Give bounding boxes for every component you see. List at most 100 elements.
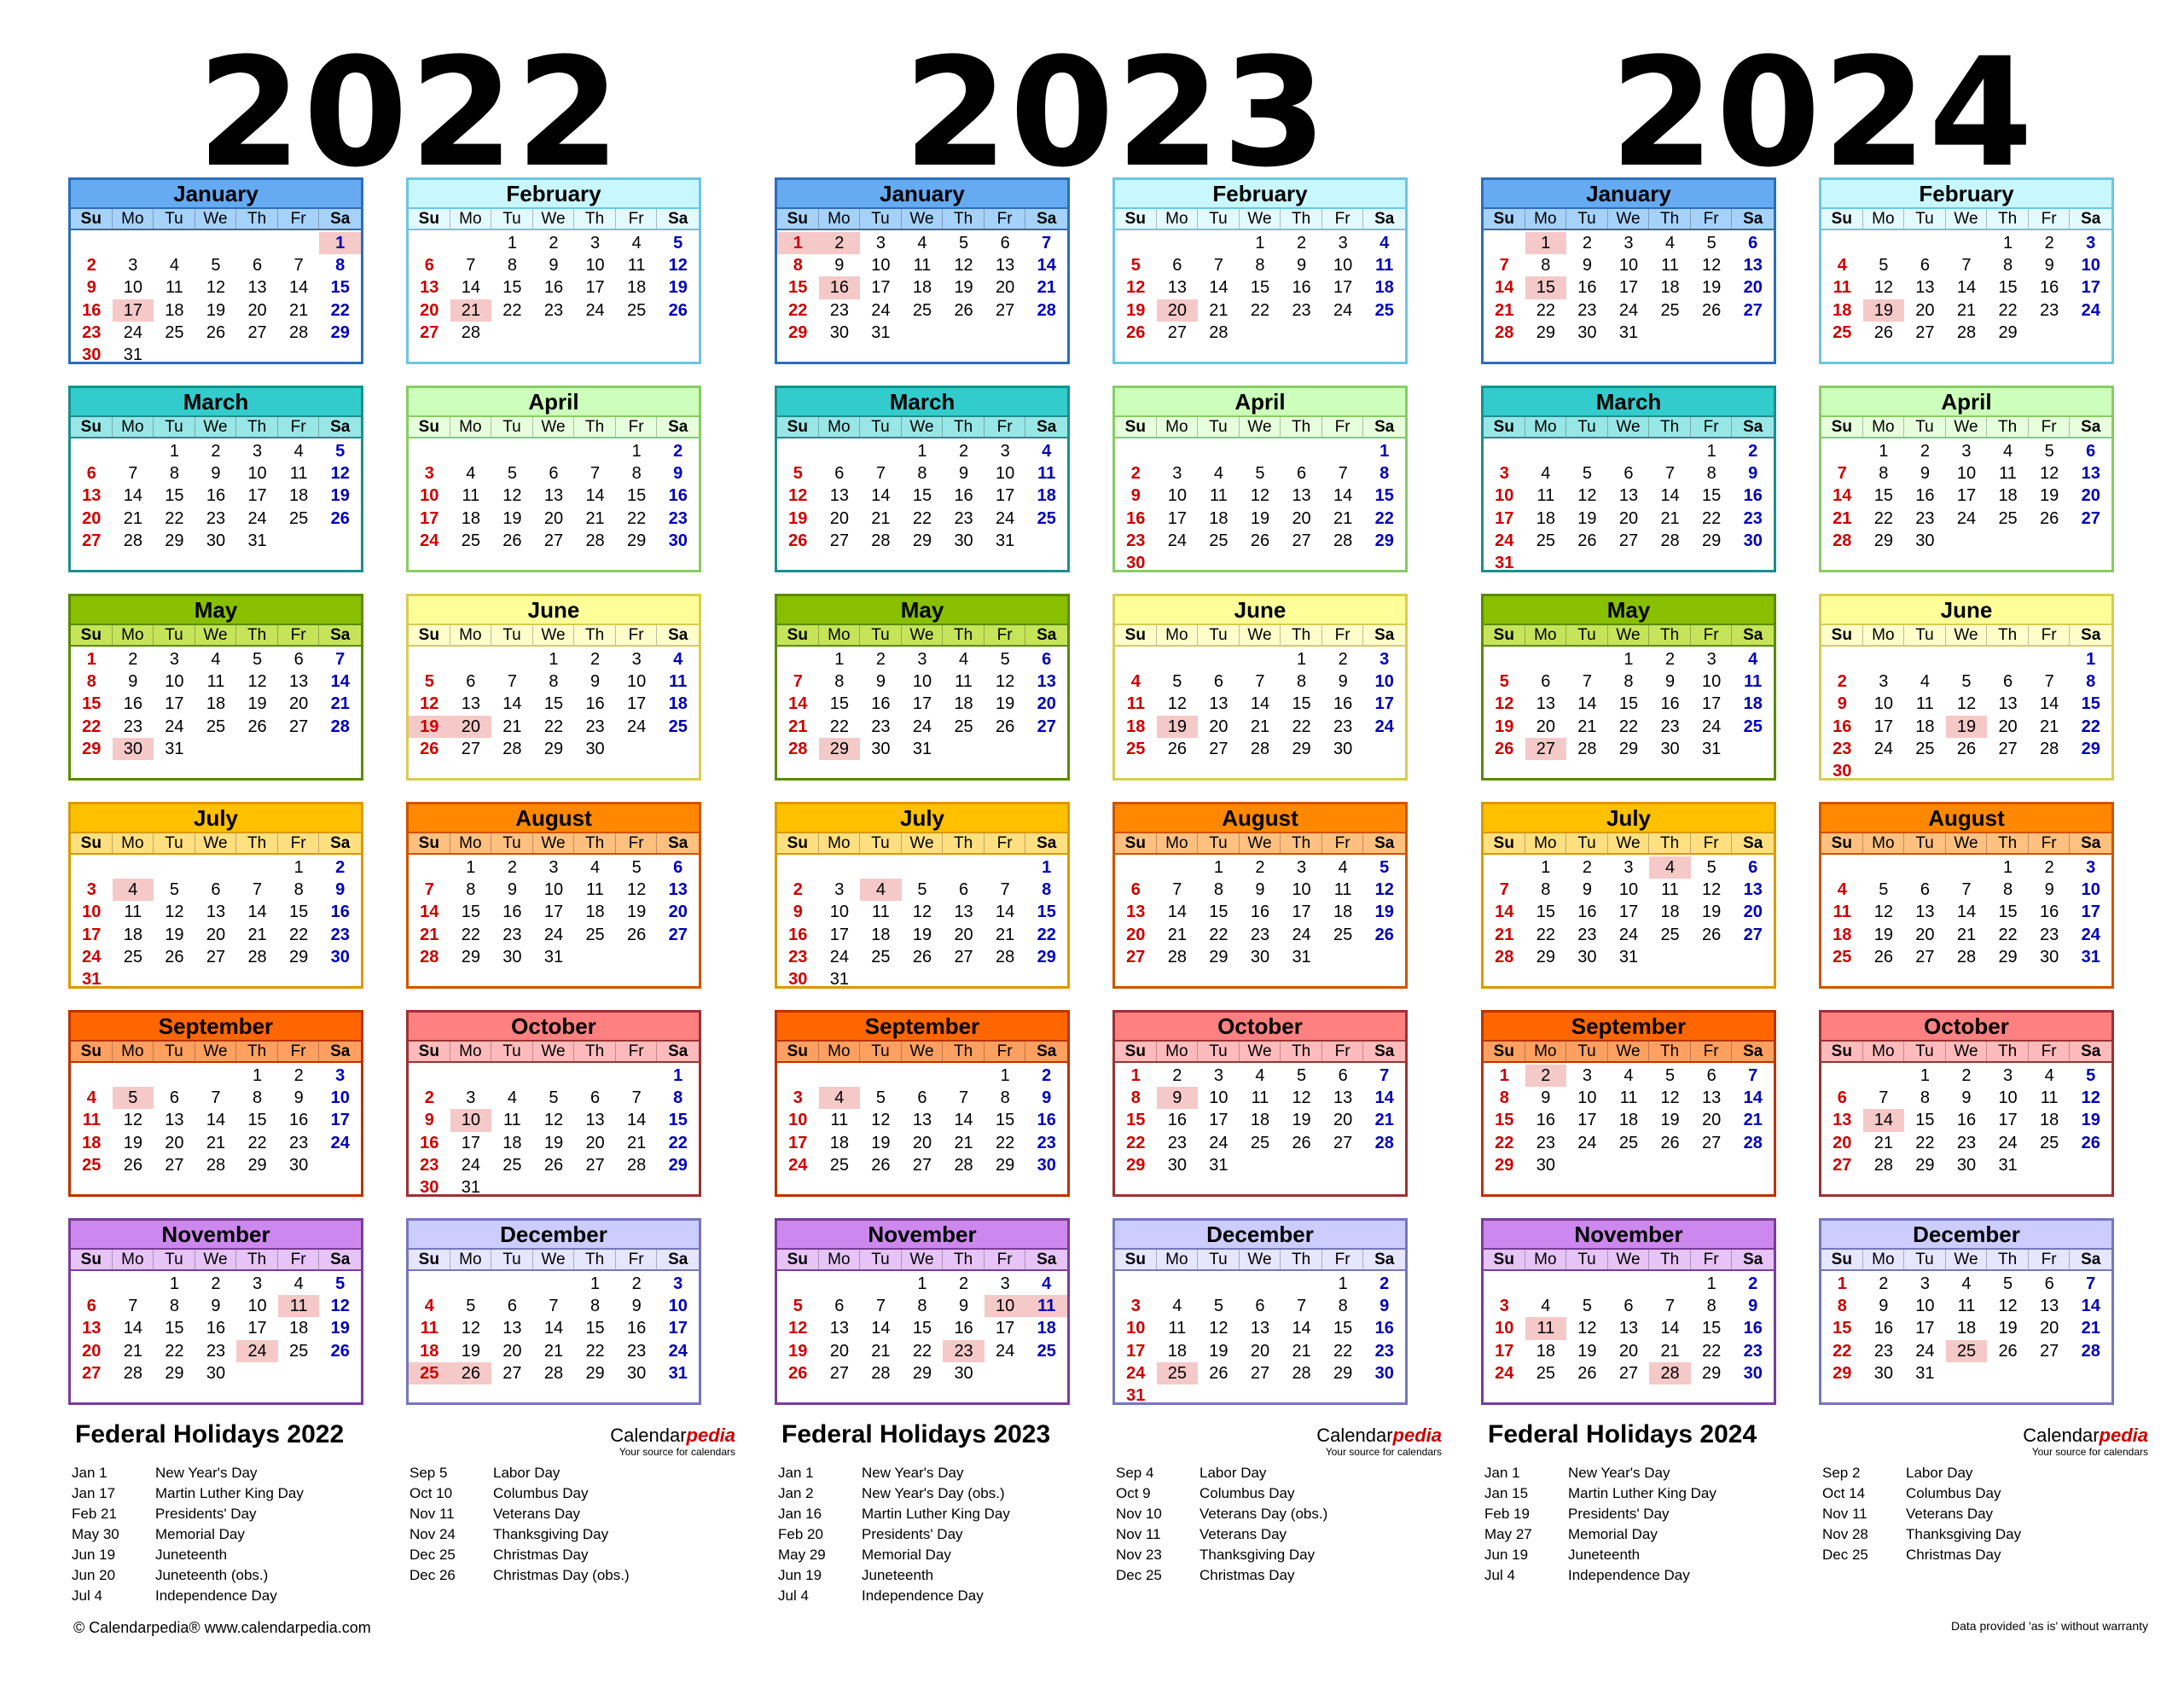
day-cell: 6 (1623, 464, 1634, 484)
day-cell: 11 (955, 672, 973, 692)
day-blank (1525, 1273, 1567, 1295)
weekday-label: Fr (1691, 625, 1733, 645)
day-cell: 9 (590, 672, 601, 692)
weekday-label: Mo (819, 833, 861, 853)
day-blank (409, 648, 450, 670)
day-cell: 18 (1833, 300, 1852, 320)
day-cell: 18 (1209, 508, 1228, 528)
day-cell: 5 (1961, 672, 1972, 692)
day-blank (943, 1065, 985, 1087)
day-cell: 15 (330, 278, 350, 298)
day-cell: 13 (996, 256, 1015, 276)
weekday-label: Th (1987, 625, 2029, 645)
day-blank (1608, 440, 1650, 462)
day-cell: 6 (211, 880, 221, 900)
day-cell: 17 (543, 903, 564, 922)
day-cell: 27 (82, 1363, 102, 1383)
holiday-date: Jan 1 (1484, 1465, 1520, 1481)
holiday-row: Feb 19 Presidents' Day (1484, 1504, 1774, 1524)
weekday-header: Su Mo Tu We Th Fr Sa (409, 1042, 699, 1063)
weekday-label: We (1946, 625, 1988, 645)
day-cell: 8 (2003, 256, 2013, 276)
holiday-list: Jan 1 New Year's Day Jan 17 Martin Luther K… (72, 1463, 362, 1606)
day-grid: 1 2 3 4 5 6 7 8 9 10 11 12 13 14 15 16 17 18 19 20 21 22 23 24 2… (1115, 230, 1405, 344)
weekday-label: Tu (1904, 625, 1946, 645)
holiday-row: Jan 1 New Year's Day (778, 1463, 1068, 1483)
day-cell: 18 (912, 278, 932, 298)
holiday-row: Jan 15 Martin Luther King Day (1484, 1483, 1774, 1504)
day-cell: 4 (1649, 856, 1691, 879)
day-cell: 31 (1915, 1363, 1935, 1383)
day-cell: 31 (1702, 739, 1722, 758)
day-cell: 27 (912, 1155, 932, 1175)
holiday-name: Christmas Day (1199, 1567, 1295, 1583)
day-cell: 8 (673, 1088, 683, 1108)
day-cell: 2 (424, 1088, 434, 1108)
day-blank (491, 440, 533, 462)
day-blank (1198, 1273, 1240, 1295)
day-cell: 3 (1213, 1066, 1223, 1085)
day-cell: 21 (123, 1341, 142, 1361)
day-cell: 3 (1172, 464, 1182, 484)
holiday-row: Dec 25 Christmas Day (410, 1545, 700, 1565)
day-cell: 29 (461, 947, 480, 966)
day-grid: 1 2 3 4 5 6 7 8 9 10 11 12 13 14 15 16 17 18 19 20 21 22 23 24 2… (1484, 438, 1774, 574)
day-cell: 10 (165, 672, 184, 692)
day-cell: 25 (1250, 1133, 1270, 1152)
weekday-label: Fr (2029, 417, 2071, 437)
day-cell: 30 (585, 739, 605, 758)
day-cell: 25 (1660, 300, 1680, 320)
day-cell: 28 (1167, 947, 1187, 966)
month-name: January (71, 180, 361, 209)
day-cell: 17 (1495, 508, 1514, 528)
weekday-header: Su Mo Tu We Th Fr Sa (1484, 1250, 1774, 1271)
day-cell: 2 (1920, 442, 1930, 461)
holiday-name: New Year's Day (1568, 1465, 1670, 1481)
day-cell: 25 (585, 925, 605, 944)
day-cell: 10 (585, 256, 605, 276)
day-cell: 22 (996, 1133, 1015, 1152)
day-cell: 1 (1541, 858, 1551, 877)
day-cell: 11 (669, 672, 688, 692)
day-cell: 9 (2044, 256, 2054, 276)
day-cell: 26 (996, 717, 1015, 736)
day-cell: 22 (1915, 1133, 1935, 1152)
day-cell: 27 (461, 739, 480, 758)
day-blank (113, 856, 154, 879)
day-cell: 6 (86, 1297, 96, 1316)
weekday-label: Tu (1198, 625, 1240, 645)
weekday-label: Mo (1863, 417, 1905, 437)
weekday-label: Fr (1322, 833, 1364, 853)
day-cell: 21 (1873, 1133, 1893, 1152)
day-cell: 1 (253, 1066, 263, 1085)
month-name: April (409, 388, 699, 417)
month-october: October Su Mo Tu We Th Fr Sa 1 2 3 4 5 6 7 8 9 10 11 12 13 14… (406, 1010, 701, 1197)
day-cell: 9 (1961, 1088, 1972, 1108)
day-cell: 14 (585, 486, 605, 506)
day-cell: 18 (1618, 1111, 1639, 1130)
day-cell: 29 (627, 531, 647, 550)
day-cell: 1 (466, 858, 476, 877)
day-cell: 18 (1743, 694, 1763, 714)
day-cell: 21 (1495, 925, 1514, 944)
day-cell: 16 (871, 694, 891, 714)
day-cell: 7 (253, 880, 263, 900)
day-cell: 24 (543, 925, 564, 944)
day-cell: 4 (211, 650, 221, 669)
weekday-label: Su (1484, 1042, 1525, 1061)
day-cell: 13 (82, 486, 102, 506)
weekday-header: Su Mo Tu We Th Fr Sa (1484, 209, 1774, 230)
day-blank (450, 232, 492, 254)
day-blank (1115, 1273, 1157, 1295)
day-cell: 1 (777, 232, 819, 255)
weekday-header: Su Mo Tu We Th Fr Sa (1115, 833, 1405, 855)
day-blank (1649, 440, 1691, 462)
day-cell: 20 (1333, 1111, 1353, 1130)
day-cell: 16 (1743, 486, 1763, 506)
holidays-title: Federal Holidays 2023 (781, 1420, 1051, 1448)
day-cell: 25 (829, 1155, 849, 1175)
day-cell: 27 (1743, 925, 1763, 944)
day-cell: 7 (1380, 1066, 1390, 1085)
weekday-label: Sa (330, 1042, 351, 1060)
day-cell: 14 (1862, 1109, 1905, 1132)
